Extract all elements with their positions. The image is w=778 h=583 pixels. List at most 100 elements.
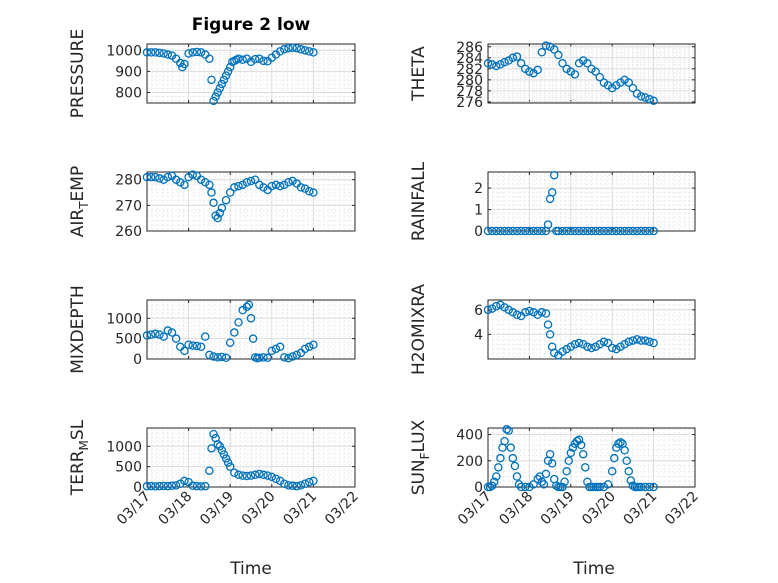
data-point-terr_msl: [304, 477, 314, 487]
axes-box: [146, 171, 356, 232]
data-point-pressure: [221, 71, 231, 80]
data-point-air_temp: [309, 188, 318, 197]
ylabel-rainfall: RAINFALL: [409, 161, 429, 241]
data-point-rainfall: [645, 226, 654, 236]
data-point-rainfall: [504, 226, 513, 236]
data-point-rainfall: [558, 226, 567, 236]
data-point-sun_flux: [578, 449, 588, 459]
y-tick-label: 286: [456, 40, 483, 56]
data-point-air_temp: [213, 213, 222, 223]
panel-mixdepth: 0 500 1000 MIXDEPTH: [68, 285, 356, 374]
data-point-theta: [649, 96, 658, 106]
data-point-sun_flux: [595, 482, 605, 492]
y-tick-label: 500: [115, 460, 142, 476]
data-point-air_temp: [230, 183, 239, 192]
data-point-sun_flux: [583, 477, 592, 487]
data-point-sun_flux: [489, 477, 499, 487]
data-point-terr_msl: [267, 472, 277, 482]
data-point-air_temp: [209, 198, 218, 208]
x-tick-label: 03/18: [496, 489, 536, 529]
data-point-terr_msl: [200, 481, 210, 491]
data-point-rainfall: [612, 226, 621, 236]
data-point-terr_msl: [238, 471, 247, 480]
data-point-pressure: [275, 47, 285, 56]
ylabel-air_temp: AIRTEMP: [68, 166, 91, 237]
data-point-air_temp: [296, 183, 306, 192]
data-point-h2omixra: [566, 342, 576, 351]
y-tick-label: 282: [456, 62, 483, 78]
data-point-sun_flux: [506, 443, 516, 452]
data-point-sun_flux: [552, 481, 561, 490]
data-point-h2omixra: [587, 343, 596, 353]
data-point-pressure: [205, 54, 214, 64]
data-point-h2omixra: [508, 308, 518, 317]
data-point-rainfall: [562, 226, 571, 236]
data-point-theta: [537, 48, 547, 57]
data-point-terr_msl: [246, 471, 256, 480]
xlabel-right: Time: [572, 559, 615, 579]
data-point-terr_msl: [167, 481, 177, 491]
ylabel-mixdepth: MIXDEPTH: [68, 285, 88, 374]
data-point-mixdepth: [163, 326, 173, 335]
data-point-h2omixra: [599, 337, 609, 347]
data-point-pressure: [146, 48, 156, 57]
data-point-sun_flux: [504, 426, 513, 435]
data-point-sun_flux: [533, 474, 542, 484]
data-point-terr_msl: [234, 470, 243, 480]
data-point-mixdepth: [246, 314, 256, 323]
ylabel-sun_flux: SUNFLUX: [409, 419, 432, 495]
data-point-air_temp: [234, 181, 243, 191]
y-tick-label: 276: [456, 95, 483, 111]
data-point-mixdepth: [259, 353, 268, 362]
data-point-terr_msl: [230, 468, 239, 478]
y-tick-label: 284: [456, 51, 483, 67]
data-point-sun_flux: [645, 482, 654, 492]
xlabel-left: Time: [229, 559, 272, 579]
y-tick-label: 270: [115, 198, 142, 214]
data-point-air_temp: [196, 175, 206, 184]
data-point-sun_flux: [626, 476, 636, 485]
y-tick-label: 2: [474, 181, 483, 197]
data-point-pressure: [180, 59, 189, 69]
data-point-pressure: [296, 45, 306, 54]
data-point-terr_msl: [192, 481, 202, 491]
data-point-sun_flux: [496, 453, 505, 463]
data-point-terr_msl: [215, 442, 225, 451]
data-point-terr_msl: [171, 481, 181, 490]
data-point-rainfall: [603, 226, 613, 236]
data-point-rainfall: [599, 226, 609, 236]
data-point-air_temp: [271, 180, 281, 190]
data-point-h2omixra: [620, 339, 629, 349]
data-point-mixdepth: [188, 341, 198, 350]
data-point-sun_flux: [566, 448, 576, 458]
data-point-sun_flux: [562, 467, 571, 476]
data-point-mixdepth: [184, 340, 193, 350]
axes-box: [146, 43, 356, 104]
data-point-rainfall: [649, 226, 658, 236]
data-point-h2omixra: [483, 305, 493, 315]
data-point-mixdepth: [284, 353, 293, 363]
data-point-mixdepth: [300, 344, 310, 354]
data-point-rainfall: [632, 226, 642, 236]
data-point-air_temp: [155, 174, 164, 183]
data-point-sun_flux: [599, 482, 609, 492]
data-point-rainfall: [487, 226, 497, 236]
y-tick-label: 500: [115, 332, 142, 348]
data-point-h2omixra: [595, 339, 605, 349]
data-point-mixdepth: [275, 342, 285, 352]
x-tick-label: 03/20: [579, 489, 619, 529]
data-point-pressure: [213, 88, 222, 97]
data-point-pressure: [219, 75, 229, 85]
data-point-mixdepth: [292, 350, 302, 360]
data-point-h2omixra: [545, 330, 555, 339]
data-point-air_temp: [171, 175, 181, 184]
data-point-theta: [624, 78, 634, 87]
data-point-sun_flux: [560, 477, 569, 487]
data-point-theta: [591, 67, 600, 76]
x-tick-label: 03/22: [322, 489, 362, 529]
data-point-h2omixra: [616, 342, 625, 351]
data-point-sun_flux: [537, 477, 547, 487]
data-point-sun_flux: [649, 482, 658, 492]
data-point-rainfall: [587, 226, 596, 236]
